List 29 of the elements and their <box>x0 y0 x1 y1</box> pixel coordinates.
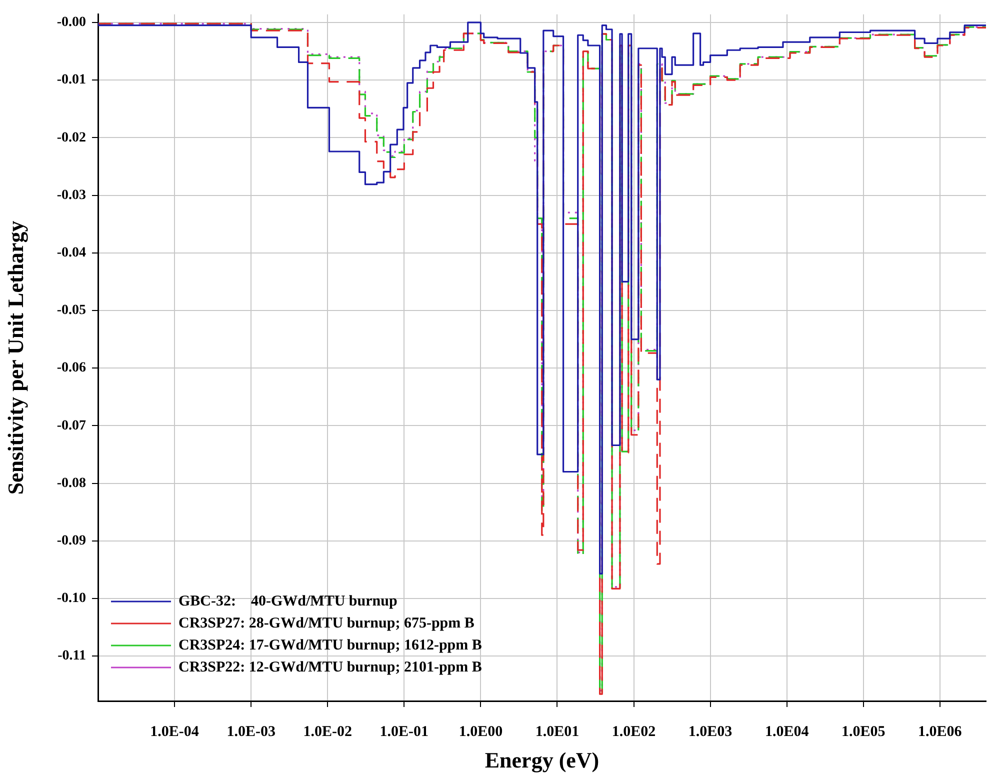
y-axis-title: Sensitivity per Unit Lethargy <box>2 220 28 495</box>
x-tick-label: 1.0E03 <box>688 724 732 740</box>
x-tick-label: 1.0E04 <box>764 724 810 740</box>
y-tick-label: -0.08 <box>56 476 86 491</box>
legend-label: CR3SP22: 12-GWd/MTU burnup; 2101-ppm B <box>178 659 482 676</box>
x-tick-label: 1.0E-01 <box>380 724 429 740</box>
x-tick-label: 1.0E02 <box>612 724 656 740</box>
legend-label: CR3SP24: 17-GWd/MTU burnup; 1612-ppm B <box>178 637 482 654</box>
y-tick-label: -0.05 <box>56 303 86 318</box>
x-tick-label: 1.0E00 <box>458 724 503 740</box>
y-tick-label: -0.07 <box>56 418 86 434</box>
x-tick-label: 1.0E-04 <box>150 724 200 740</box>
x-tick-label: 1.0E01 <box>535 724 580 740</box>
x-tick-label: 1.0E-02 <box>303 724 352 740</box>
x-tick-label: 1.0E06 <box>918 724 962 740</box>
x-axis-title: Energy (eV) <box>484 747 600 772</box>
y-tick-label: -0.09 <box>56 533 86 548</box>
y-tick-label: -0.03 <box>56 188 86 203</box>
y-tick-label: -0.06 <box>56 360 86 376</box>
legend-label: GBC-32: 40-GWd/MTU burnup <box>178 593 398 610</box>
y-tick-label: -0.11 <box>58 648 86 664</box>
y-tick-label: -0.02 <box>56 130 86 146</box>
y-tick-label: -0.10 <box>56 591 86 606</box>
y-tick-label: -0.00 <box>56 15 86 30</box>
y-tick-label: -0.01 <box>56 72 86 88</box>
legend-label: CR3SP27: 28-GWd/MTU burnup; 675-ppm B <box>178 615 474 632</box>
x-tick-label: 1.0E-03 <box>226 724 276 740</box>
y-tick-label: -0.04 <box>56 245 86 260</box>
x-tick-label: 1.0E05 <box>842 724 886 740</box>
